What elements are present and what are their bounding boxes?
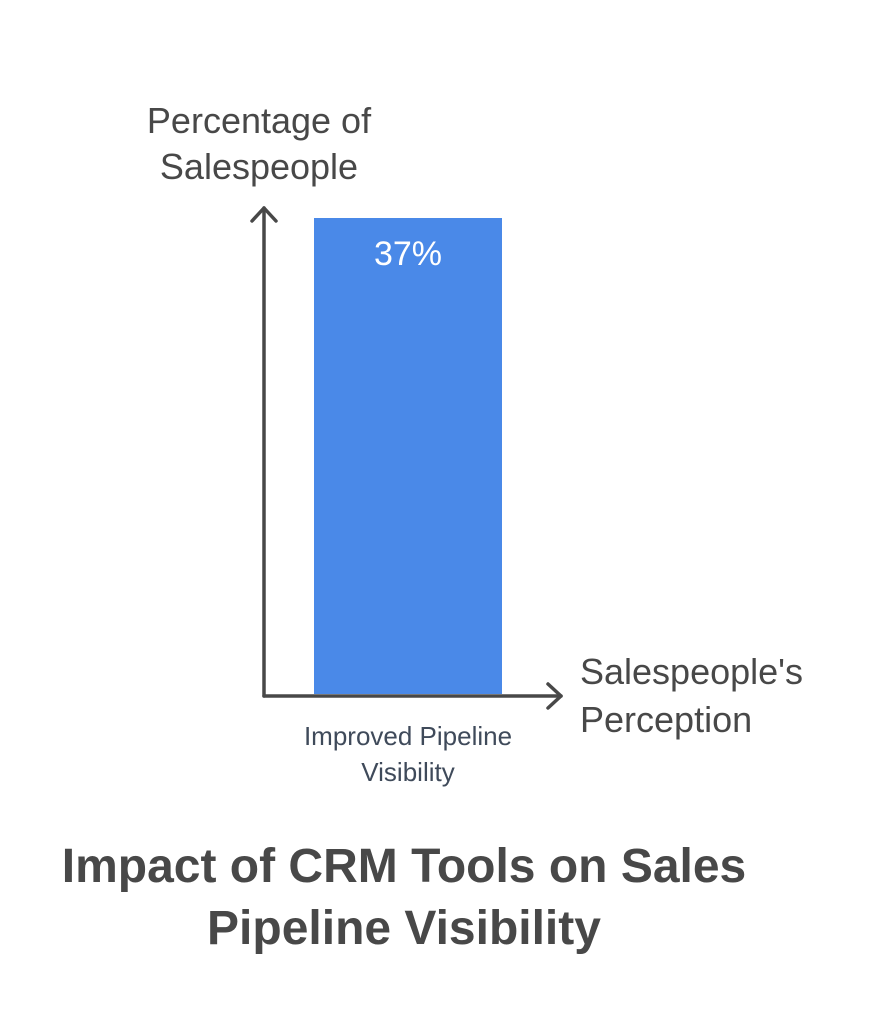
x-axis-label: Salespeople's Perception [580, 651, 804, 740]
category-label: Improved Pipeline Visibility [303, 721, 513, 787]
x-axis-arrowhead [546, 682, 563, 710]
bar-1 [314, 218, 502, 694]
bars-group: 37% [314, 218, 502, 694]
axes-group [250, 206, 563, 710]
bar-value-label-1: 37% [374, 235, 442, 273]
y-axis-arrowhead [250, 206, 278, 223]
chart-title: Impact of CRM Tools on Sales Pipeline Vi… [61, 840, 747, 955]
y-axis-label: Percentage of Salespeople [146, 100, 372, 187]
